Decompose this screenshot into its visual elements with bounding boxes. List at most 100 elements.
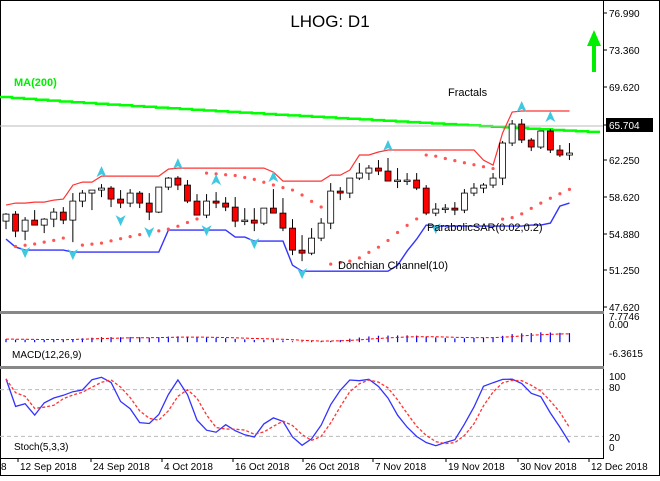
ma200-line (0, 95, 600, 134)
stoch-pane (0, 376, 603, 447)
candle (2, 213, 10, 230)
candle (145, 193, 153, 221)
macd-pane (5, 332, 571, 343)
fractal-up-icon (211, 174, 222, 186)
candle (518, 119, 526, 144)
candle (184, 180, 191, 204)
fractal-up-icon (545, 111, 556, 123)
fractal-up-icon (268, 171, 279, 183)
candle (413, 173, 421, 191)
candle (250, 208, 258, 232)
candle (480, 183, 487, 194)
sar-label: ParabolicSAR(0.02,0.2) (427, 222, 543, 234)
candle (136, 191, 144, 209)
fractal-down-icon (249, 238, 260, 250)
candle (269, 189, 277, 214)
candle (336, 187, 344, 201)
donchian-label: Donchian Channel(10) (338, 260, 448, 272)
candle (79, 190, 86, 208)
candle (508, 120, 516, 147)
date-tick-label: 24 Sep 2018 (93, 462, 150, 473)
stoch-tick-label: 20 (609, 433, 621, 444)
candle (50, 208, 58, 228)
candle (117, 190, 124, 209)
candle (231, 197, 239, 228)
date-tick-label: 8 (1, 462, 7, 473)
candle (470, 183, 478, 197)
candle (126, 189, 134, 208)
candle (155, 186, 163, 214)
date-tick-label: 26 Oct 2018 (305, 462, 360, 473)
candle (174, 176, 182, 191)
date-tick-label: 7 Nov 2018 (375, 462, 427, 473)
candle (107, 186, 115, 208)
candlesticks (2, 119, 573, 262)
fractal-markers (20, 101, 556, 280)
candle (31, 210, 39, 226)
price-tick-label: 47.620 (609, 303, 640, 314)
candle (355, 163, 363, 181)
candle (499, 141, 507, 186)
date-tick-label: 19 Nov 2018 (448, 462, 505, 473)
candle (260, 207, 268, 226)
donchian-channel (5, 110, 570, 272)
candle (527, 138, 535, 152)
fractal-down-icon (67, 249, 78, 261)
candle (289, 219, 296, 256)
fractal-up-icon (172, 158, 183, 170)
candle (403, 173, 411, 186)
up-arrow-icon (587, 30, 601, 72)
current-price-label: 65.704 (609, 121, 640, 132)
candle (88, 189, 96, 211)
parabolic-sar-dots (13, 153, 572, 266)
candle (375, 160, 382, 176)
candle (365, 165, 373, 181)
fractal-down-icon (297, 268, 308, 280)
fractal-down-icon (115, 215, 126, 227)
candle (327, 183, 335, 230)
date-tick-label: 4 Oct 2018 (164, 462, 213, 473)
candle (384, 158, 392, 182)
candle (212, 192, 220, 209)
pane-separator-main-macd (0, 311, 604, 314)
fractal-down-icon (144, 227, 155, 239)
stoch-label: Stoch(5,3,3) (14, 442, 68, 453)
stoch-tick-label: 100 (609, 372, 626, 383)
candle (12, 211, 19, 238)
macd-tick-label: 0.00 (609, 320, 629, 331)
axes: 76.990 73.360 69.620 65.704 62.250 58.620 54.8… (0, 9, 653, 473)
macd-tick-label: -6.3615 (609, 349, 643, 360)
candle (566, 143, 573, 161)
candle (164, 177, 172, 191)
date-tick-label: 30 Nov 2018 (520, 462, 577, 473)
candle (59, 207, 67, 225)
candle (346, 177, 354, 199)
ma-label: MA(200) (14, 77, 57, 89)
candle (394, 168, 401, 189)
candle (40, 218, 48, 234)
candle (203, 194, 210, 219)
candle (98, 184, 105, 198)
date-tick-label: 12 Sep 2018 (20, 462, 77, 473)
price-tick-label: 73.360 (609, 46, 640, 57)
candle (308, 228, 316, 256)
chart-title: LHOG: D1 (290, 12, 369, 31)
date-tick-label: 16 Oct 2018 (235, 462, 290, 473)
candle (556, 145, 564, 158)
fractal-down-icon (201, 225, 212, 237)
fractal-up-icon (516, 101, 527, 113)
candle (546, 129, 554, 154)
fractal-down-icon (20, 247, 31, 259)
current-price-tag (606, 118, 653, 132)
price-tick-label: 54.880 (609, 230, 640, 241)
price-tick-label: 76.990 (609, 9, 640, 20)
date-tick-label: 12 Dec 2018 (591, 462, 648, 473)
candle (298, 235, 306, 262)
fractal-up-icon (96, 166, 107, 178)
candle (279, 198, 287, 232)
stoch-tick-label: 80 (609, 383, 621, 394)
candle (222, 197, 230, 212)
price-tick-label: 69.620 (609, 83, 640, 94)
